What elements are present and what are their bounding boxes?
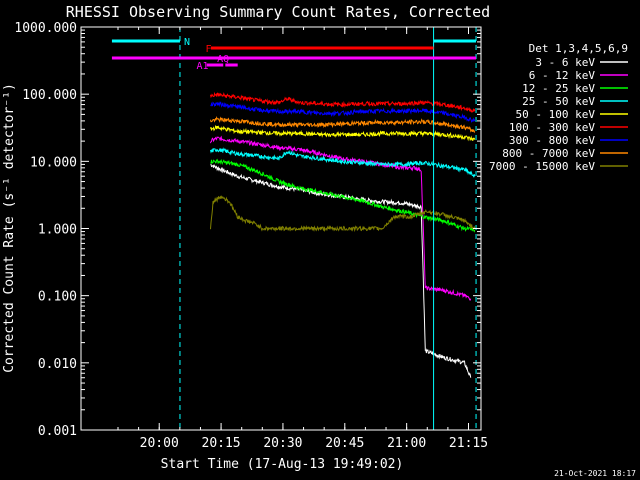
series-line (210, 147, 476, 178)
flag-label: N (184, 37, 190, 48)
legend-entry-label: 12 - 25 keV (522, 82, 595, 95)
x-tick-label: 20:00 (140, 436, 179, 451)
x-axis-label: Start Time (17-Aug-13 19:49:02) (161, 457, 404, 472)
y-tick-label: 1000.000 (14, 21, 77, 36)
y-tick-label: 0.001 (38, 424, 77, 439)
chart-title: RHESSI Observing Summary Count Rates, Co… (66, 3, 490, 21)
y-axis-label: Corrected Count Rate (s⁻¹ detector⁻¹) (2, 83, 17, 373)
flag-label: F (206, 44, 212, 55)
x-tick-label: 21:00 (387, 436, 426, 451)
legend-entry-label: 3 - 6 keV (535, 56, 595, 69)
y-tick-label: 100.000 (22, 88, 77, 103)
legend-entry-label: 300 - 800 keV (509, 134, 595, 147)
y-axis-ticks: 1000.000 100.000 10.000 1.000 0.100 0.010 0.00… (14, 21, 481, 439)
x-tick-label: 20:15 (202, 436, 241, 451)
legend-entry-label: 100 - 300 keV (509, 121, 595, 134)
y-tick-label: 0.010 (38, 357, 77, 372)
x-tick-label: 20:30 (263, 436, 302, 451)
flag-layer: N F AQ A1 (111, 37, 477, 72)
series-line (210, 125, 476, 142)
y-tick-label: 10.000 (30, 155, 77, 170)
series-line (210, 135, 472, 301)
footer-timestamp: 21-Oct-2021 18:17 (554, 469, 636, 478)
series-line (210, 163, 472, 378)
y-tick-label: 1.000 (38, 223, 77, 238)
series-line (210, 195, 476, 233)
legend-entry-label: 6 - 12 keV (529, 69, 596, 82)
legend-header: Det 1,3,4,5,6,9 (529, 42, 628, 55)
legend-entry-label: 25 - 50 keV (522, 95, 595, 108)
series-line (210, 91, 476, 113)
x-tick-label: 21:15 (449, 436, 488, 451)
series-line (210, 116, 476, 134)
x-tick-label: 20:45 (325, 436, 364, 451)
legend-entry-label: 800 - 7000 keV (502, 147, 595, 160)
legend-entry-label: 7000 - 15000 keV (489, 160, 595, 173)
y-tick-label: 0.100 (38, 290, 77, 305)
series-line (210, 101, 476, 123)
flag-label: A1 (196, 61, 208, 72)
x-axis-ticks: 20:00 20:15 20:30 20:45 21:00 21:15 (117, 27, 488, 451)
flag-label: AQ (217, 54, 229, 65)
legend-entry-label: 50 - 100 keV (516, 108, 596, 121)
series-layer (210, 91, 476, 378)
series-line (210, 158, 476, 233)
